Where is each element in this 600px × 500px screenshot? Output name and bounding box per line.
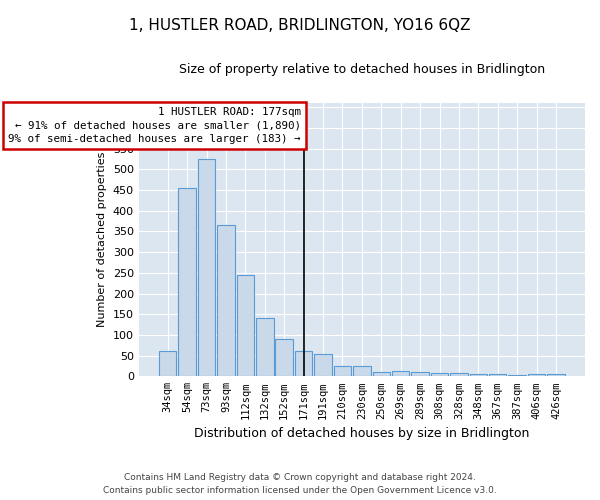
Title: Size of property relative to detached houses in Bridlington: Size of property relative to detached ho… [179,62,545,76]
Bar [295,350,313,376]
Bar [508,374,526,376]
Bar [489,374,506,376]
Bar [353,366,371,376]
Bar [431,373,448,376]
Bar [412,372,429,376]
Y-axis label: Number of detached properties: Number of detached properties [97,152,107,328]
Bar [178,188,196,376]
Text: Contains HM Land Registry data © Crown copyright and database right 2024.
Contai: Contains HM Land Registry data © Crown c… [103,474,497,495]
Bar [159,352,176,376]
Bar [256,318,274,376]
Bar [392,372,409,376]
Bar [236,275,254,376]
Bar [334,366,351,376]
Bar [373,372,390,376]
Text: 1, HUSTLER ROAD, BRIDLINGTON, YO16 6QZ: 1, HUSTLER ROAD, BRIDLINGTON, YO16 6QZ [129,18,471,32]
X-axis label: Distribution of detached houses by size in Bridlington: Distribution of detached houses by size … [194,427,530,440]
Bar [275,339,293,376]
Bar [198,159,215,376]
Bar [217,225,235,376]
Bar [314,354,332,376]
Bar [450,374,467,376]
Bar [528,374,545,376]
Bar [470,374,487,376]
Text: 1 HUSTLER ROAD: 177sqm
← 91% of detached houses are smaller (1,890)
9% of semi-d: 1 HUSTLER ROAD: 177sqm ← 91% of detached… [8,107,301,144]
Bar [547,374,565,376]
